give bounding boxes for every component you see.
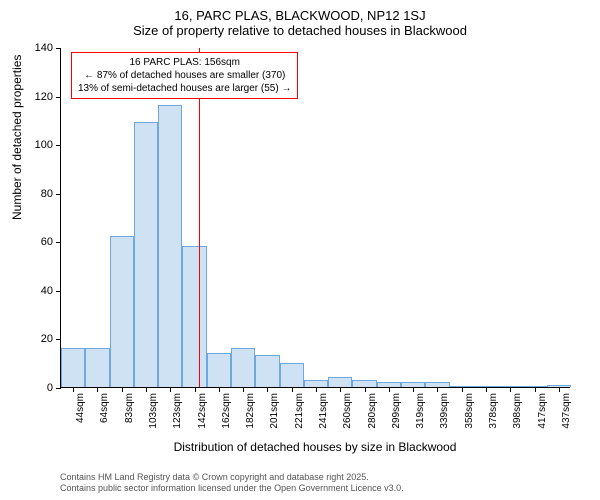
footer-line1: Contains HM Land Registry data © Crown c…	[60, 472, 404, 483]
histogram-bar	[61, 348, 85, 387]
x-tick-mark	[389, 387, 390, 392]
histogram-bar	[280, 363, 304, 387]
footer-attribution: Contains HM Land Registry data © Crown c…	[60, 472, 404, 494]
x-tick-mark	[243, 387, 244, 392]
x-tick-label: 221sqm	[292, 393, 305, 429]
chart-title-main: 16, PARC PLAS, BLACKWOOD, NP12 1SJ	[0, 0, 600, 23]
x-tick-label: 83sqm	[122, 393, 135, 423]
x-axis-label: Distribution of detached houses by size …	[60, 440, 570, 454]
y-tick-mark	[56, 194, 61, 195]
plot-area: 02040608010012014044sqm64sqm83sqm103sqm1…	[60, 48, 570, 388]
x-tick-label: 398sqm	[510, 393, 523, 429]
x-tick-mark	[437, 387, 438, 392]
x-tick-label: 103sqm	[146, 393, 159, 429]
x-tick-label: 280sqm	[365, 393, 378, 429]
x-tick-label: 142sqm	[195, 393, 208, 429]
x-tick-label: 241sqm	[316, 393, 329, 429]
y-tick-mark	[56, 48, 61, 49]
x-tick-mark	[170, 387, 171, 392]
x-tick-mark	[365, 387, 366, 392]
x-tick-mark	[559, 387, 560, 392]
y-tick-mark	[56, 145, 61, 146]
x-tick-label: 44sqm	[73, 393, 86, 423]
annotation-line3: 13% of semi-detached houses are larger (…	[78, 82, 291, 95]
annotation-line1: 16 PARC PLAS: 156sqm	[78, 56, 291, 69]
chart-container: 16, PARC PLAS, BLACKWOOD, NP12 1SJ Size …	[0, 0, 600, 500]
chart-title-sub: Size of property relative to detached ho…	[0, 23, 600, 38]
histogram-bar	[352, 380, 376, 387]
x-tick-mark	[267, 387, 268, 392]
x-tick-mark	[97, 387, 98, 392]
x-tick-mark	[316, 387, 317, 392]
x-tick-label: 201sqm	[267, 393, 280, 429]
x-tick-mark	[510, 387, 511, 392]
x-tick-mark	[219, 387, 220, 392]
histogram-bar	[182, 246, 206, 387]
x-tick-label: 123sqm	[170, 393, 183, 429]
histogram-bar	[304, 380, 328, 387]
x-tick-mark	[462, 387, 463, 392]
x-tick-label: 182sqm	[243, 393, 256, 429]
y-tick-mark	[56, 242, 61, 243]
y-tick-mark	[56, 97, 61, 98]
x-tick-mark	[292, 387, 293, 392]
x-tick-mark	[73, 387, 74, 392]
x-tick-mark	[535, 387, 536, 392]
x-tick-label: 358sqm	[462, 393, 475, 429]
x-tick-label: 162sqm	[219, 393, 232, 429]
histogram-bar	[85, 348, 109, 387]
y-tick-mark	[56, 291, 61, 292]
x-tick-label: 417sqm	[535, 393, 548, 429]
x-tick-mark	[195, 387, 196, 392]
x-tick-label: 437sqm	[559, 393, 572, 429]
y-axis-label: Number of detached properties	[10, 55, 24, 220]
histogram-bar	[328, 377, 352, 387]
footer-line2: Contains public sector information licen…	[60, 483, 404, 494]
histogram-bar	[158, 105, 182, 387]
y-tick-mark	[56, 339, 61, 340]
x-tick-label: 319sqm	[413, 393, 426, 429]
x-tick-mark	[122, 387, 123, 392]
annotation-line2: ← 87% of detached houses are smaller (37…	[78, 69, 291, 82]
x-tick-label: 299sqm	[389, 393, 402, 429]
histogram-bar	[231, 348, 255, 387]
x-tick-label: 64sqm	[97, 393, 110, 423]
x-tick-mark	[146, 387, 147, 392]
histogram-bar	[110, 236, 134, 387]
x-tick-label: 378sqm	[486, 393, 499, 429]
histogram-bar	[255, 355, 279, 387]
x-tick-mark	[413, 387, 414, 392]
y-tick-mark	[56, 388, 61, 389]
x-tick-mark	[486, 387, 487, 392]
histogram-bar	[134, 122, 158, 387]
histogram-bar	[207, 353, 231, 387]
annotation-box: 16 PARC PLAS: 156sqm← 87% of detached ho…	[71, 52, 298, 99]
x-tick-label: 260sqm	[340, 393, 353, 429]
x-tick-label: 339sqm	[437, 393, 450, 429]
x-tick-mark	[340, 387, 341, 392]
